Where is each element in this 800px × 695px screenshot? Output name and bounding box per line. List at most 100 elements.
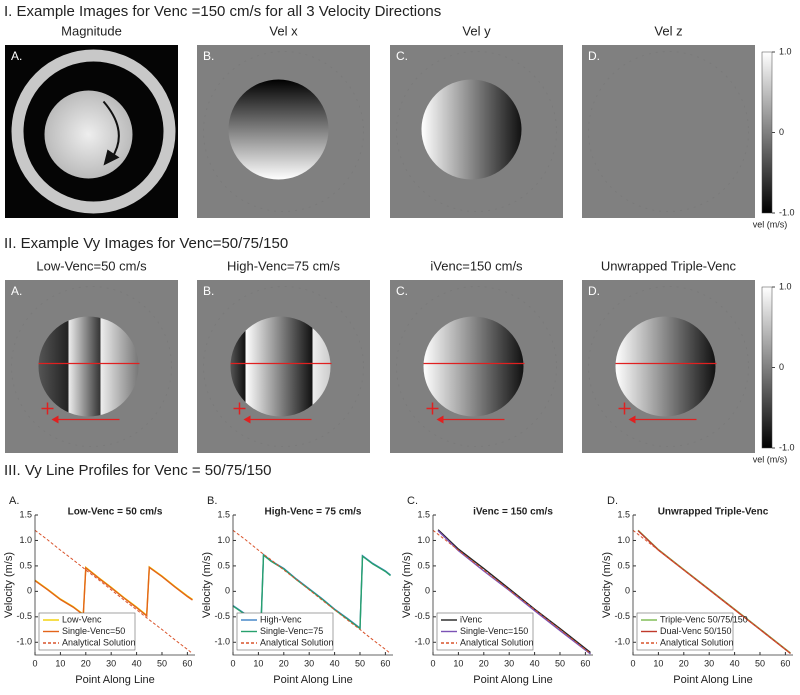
chart-letter: A. — [9, 495, 19, 507]
y-tick-label: -0.5 — [16, 611, 32, 621]
arrow-head — [51, 415, 59, 424]
y-tick-label: -1.0 — [16, 637, 32, 647]
chart-title: Low-Venc = 50 cm/s — [68, 507, 163, 518]
legend-label: Low-Venc — [62, 614, 102, 624]
series-line — [632, 529, 791, 654]
x-tick-label: 20 — [279, 658, 289, 668]
x-axis-label: Point Along Line — [673, 674, 753, 686]
y-tick-label: 0.5 — [417, 560, 430, 570]
panel-letter: D. — [588, 284, 600, 298]
x-tick-label: 50 — [755, 658, 765, 668]
panel-letter: B. — [203, 49, 214, 63]
x-axis-label: Point Along Line — [473, 674, 553, 686]
y-axis-label: Velocity (m/s) — [3, 552, 15, 618]
y-tick-label: 0 — [225, 586, 230, 596]
y-tick-label: -1.0 — [614, 637, 630, 647]
legend-label: Analytical Solution — [260, 637, 334, 647]
legend-label: Single-Venc=150 — [460, 626, 528, 636]
colorbar — [761, 286, 773, 449]
x-tick-label: 0 — [630, 658, 635, 668]
x-tick-label: 50 — [355, 658, 365, 668]
legend-label: Triple-Venc 50/75/150 — [660, 614, 748, 624]
x-tick-label: 30 — [704, 658, 714, 668]
y-tick-label: 1.0 — [19, 535, 32, 545]
y-tick-label: -0.5 — [414, 611, 430, 621]
x-tick-label: 30 — [504, 658, 514, 668]
image-bg — [582, 45, 755, 218]
noise-ring — [203, 286, 364, 447]
start-cross — [233, 402, 246, 415]
panel-letter: A. — [11, 49, 22, 63]
series-line — [432, 529, 591, 654]
legend-label: Analytical Solution — [460, 637, 534, 647]
colorbar-tick-label: 1.0 — [779, 281, 792, 291]
chart-title: iVenc = 150 cm/s — [473, 507, 553, 518]
legend-label: iVenc — [460, 614, 483, 624]
panel-letter: C. — [396, 49, 408, 63]
phantom-ring — [11, 49, 176, 214]
section-title: II. Example Vy Images for Venc=50/75/150 — [4, 235, 288, 252]
axes — [232, 515, 393, 656]
x-tick-label: 40 — [132, 658, 142, 668]
arrow — [102, 100, 120, 160]
phantom — [423, 316, 524, 417]
y-axis-label: Velocity (m/s) — [601, 552, 613, 618]
arrow-head — [243, 415, 251, 424]
series-line — [34, 529, 193, 654]
start-cross — [618, 402, 631, 415]
x-tick-label: 60 — [580, 658, 590, 668]
chart-letter: C. — [407, 495, 418, 507]
colorbar-tick-label: 0 — [779, 362, 784, 372]
x-tick-label: 40 — [730, 658, 740, 668]
y-tick-label: 1.0 — [417, 535, 430, 545]
axes — [632, 515, 793, 656]
x-axis-label: Point Along Line — [273, 674, 353, 686]
phantom — [421, 79, 522, 180]
x-tick-label: 10 — [253, 658, 263, 668]
y-tick-label: -1.0 — [414, 637, 430, 647]
noise-ring — [203, 51, 364, 212]
y-axis-label: Velocity (m/s) — [401, 552, 413, 618]
x-tick-label: 0 — [32, 658, 37, 668]
y-tick-label: 0 — [425, 586, 430, 596]
y-tick-label: 0 — [625, 586, 630, 596]
section-title: I. Example Images for Venc =150 cm/s for… — [4, 3, 441, 20]
series-line — [232, 529, 391, 654]
colorbar-tick-label: -1.0 — [779, 207, 795, 217]
start-cross — [426, 402, 439, 415]
colorbar-tick-label: 0 — [779, 127, 784, 137]
legend-label: High-Venc — [260, 614, 302, 624]
y-tick-label: 0.5 — [19, 560, 32, 570]
x-tick-label: 0 — [430, 658, 435, 668]
legend-label: Single-Venc=50 — [62, 626, 125, 636]
arrow-head — [436, 415, 444, 424]
panel-letter: D. — [588, 49, 600, 63]
x-tick-label: 0 — [230, 658, 235, 668]
y-tick-label: -0.5 — [214, 611, 230, 621]
y-tick-label: 1.0 — [217, 535, 230, 545]
phantom — [228, 79, 329, 180]
x-tick-label: 60 — [780, 658, 790, 668]
x-tick-label: 20 — [479, 658, 489, 668]
chart-title: Unwrapped Triple-Venc — [658, 507, 769, 518]
chart-letter: B. — [207, 495, 217, 507]
panel-title: iVenc=150 cm/s — [430, 258, 523, 273]
noise-ring — [588, 286, 749, 447]
x-tick-label: 30 — [304, 658, 314, 668]
panel-title: Low-Venc=50 cm/s — [36, 258, 147, 273]
y-tick-label: 1.5 — [217, 509, 230, 519]
phantom — [38, 316, 139, 417]
panel-letter: B. — [203, 284, 214, 298]
legend-label: Single-Venc=75 — [260, 626, 323, 636]
y-tick-label: 0 — [27, 586, 32, 596]
legend-label: Dual-Venc 50/150 — [660, 626, 732, 636]
y-tick-label: -0.5 — [614, 611, 630, 621]
arrow-head — [628, 415, 636, 424]
y-tick-label: 0.5 — [217, 560, 230, 570]
panel-title: High-Venc=75 cm/s — [227, 258, 341, 273]
colorbar-tick-label: -1.0 — [779, 442, 795, 452]
phantom — [615, 316, 716, 417]
noise-ring — [396, 286, 557, 447]
section-title: III. Vy Line Profiles for Venc = 50/75/1… — [4, 462, 272, 479]
colorbar — [761, 51, 773, 214]
